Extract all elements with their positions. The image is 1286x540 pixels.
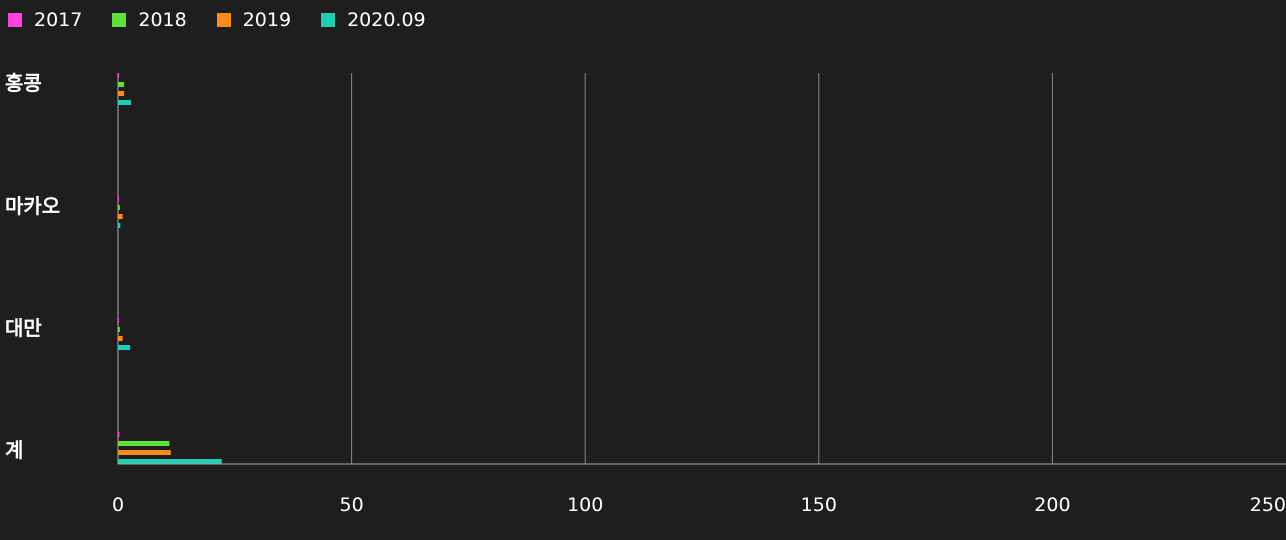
legend-item-2018[interactable]: 2018: [112, 9, 187, 31]
legend-label-2019: 2019: [242, 9, 292, 31]
bar-2020.09-3[interactable]: [118, 459, 222, 464]
bar-2019-2[interactable]: [118, 336, 123, 341]
legend-swatch-2017: [8, 13, 22, 27]
bar-2017-2[interactable]: [118, 318, 119, 323]
legend-label-2017: 2017: [34, 9, 83, 31]
x-tick-labels: 0 50 100 150 200 250: [112, 494, 1286, 516]
category-label-3: 계: [5, 438, 23, 462]
bar-2019-0[interactable]: [118, 91, 125, 96]
grid-lines: [117, 73, 1053, 464]
x-tick-label-50: 50: [340, 494, 364, 516]
bar-2019-1[interactable]: [118, 214, 123, 219]
legend-item-2019[interactable]: 2019: [216, 9, 292, 31]
legend-label-2020-09: 2020.09: [347, 9, 426, 31]
legend-item-2020-09[interactable]: 2020.09: [321, 9, 426, 31]
bar-2019-3[interactable]: [118, 450, 171, 455]
bar-2017-0[interactable]: [118, 73, 119, 78]
bar-2020.09-2[interactable]: [118, 345, 131, 350]
bar-2018-1[interactable]: [118, 205, 120, 210]
category-label-0: 홍콩: [5, 71, 42, 95]
category-label-2: 대만: [5, 316, 42, 340]
x-tick-label-100: 100: [567, 494, 603, 516]
bar-2020.09-1[interactable]: [118, 223, 121, 228]
bar-2018-2[interactable]: [118, 327, 120, 332]
bar-2018-3[interactable]: [118, 441, 170, 446]
x-tick-label-200: 200: [1034, 494, 1070, 516]
bar-2017-1[interactable]: [118, 196, 119, 201]
x-tick-label-250: 250: [1250, 494, 1286, 516]
legend-item-2017[interactable]: 2017: [8, 9, 82, 31]
bar-2020.09-0[interactable]: [118, 100, 132, 105]
bar-2017-3[interactable]: [118, 432, 120, 437]
x-tick-label-150: 150: [801, 494, 837, 516]
legend-label-2018: 2018: [138, 9, 187, 31]
legend-swatch-2018: [112, 13, 127, 27]
category-label-1: 마카오: [5, 194, 60, 218]
bars: [118, 73, 222, 464]
x-tick-label-0: 0: [112, 494, 124, 516]
bar-2018-0[interactable]: [118, 82, 125, 87]
chart-legend: 2017 2018 2019 2020.09: [8, 8, 456, 32]
legend-swatch-2019: [216, 13, 231, 27]
legend-swatch-2020-09: [321, 13, 336, 27]
